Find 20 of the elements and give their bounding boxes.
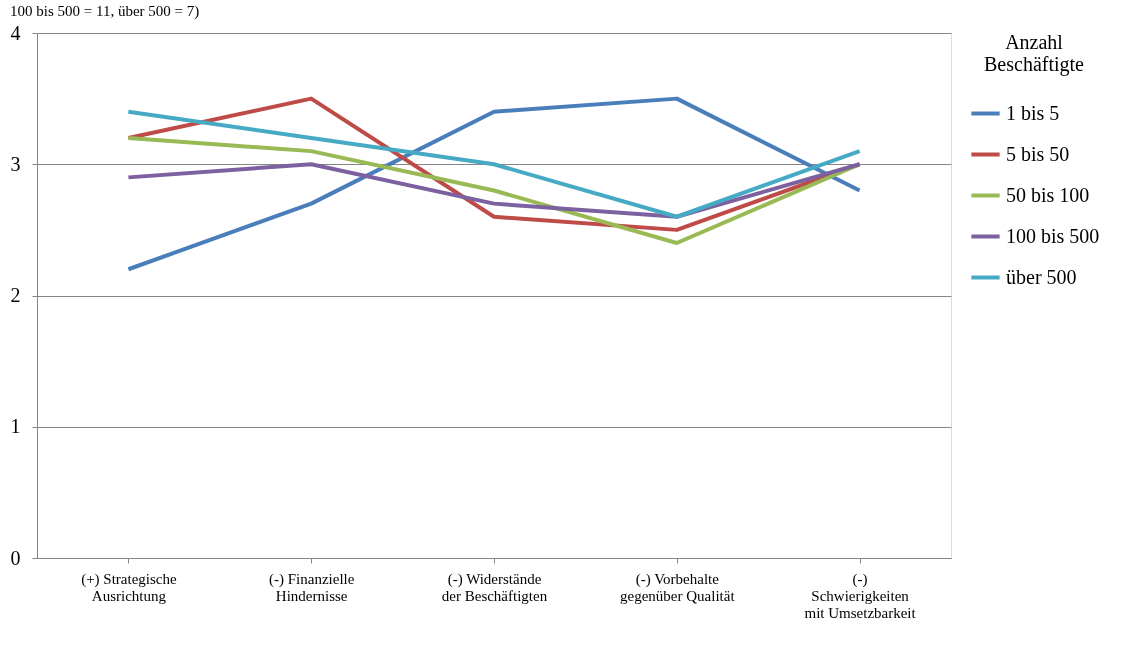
legend-label: 5 bis 50 [1006,142,1070,165]
text: 100 bis 500 = 11, über 500 = 7) [10,3,200,20]
x-tick-label: (-) Schwierigkeiten mit Umsetzbarkeit [804,570,917,621]
x-tick-label: (+) Strategische Ausrichtung [81,570,177,604]
legend-label: 1 bis 5 [1006,101,1060,124]
legend-label: 100 bis 500 [1006,224,1100,247]
legend-title: Anzahl Beschäftigte [984,31,1085,76]
legend-label: 50 bis 100 [1006,183,1090,206]
line-series [126,162,862,219]
line-series [126,109,862,219]
x-tick-label: (-) Vorbehalte gegenüber Qualität [620,570,736,604]
x-tick-label: (-) Finanzielle Hindernisse [269,570,355,604]
y-tick-label: 3 [10,152,21,175]
y-tick-label: 4 [10,21,21,44]
legend-label: über 500 [1006,265,1077,288]
y-tick-label: 2 [10,284,21,306]
x-tick-label: (-) Widerstände der Beschäftigten [441,570,548,604]
y-tick-label: 0 [10,546,21,569]
y-tick-label: 1 [10,415,21,438]
line-series [126,96,862,272]
